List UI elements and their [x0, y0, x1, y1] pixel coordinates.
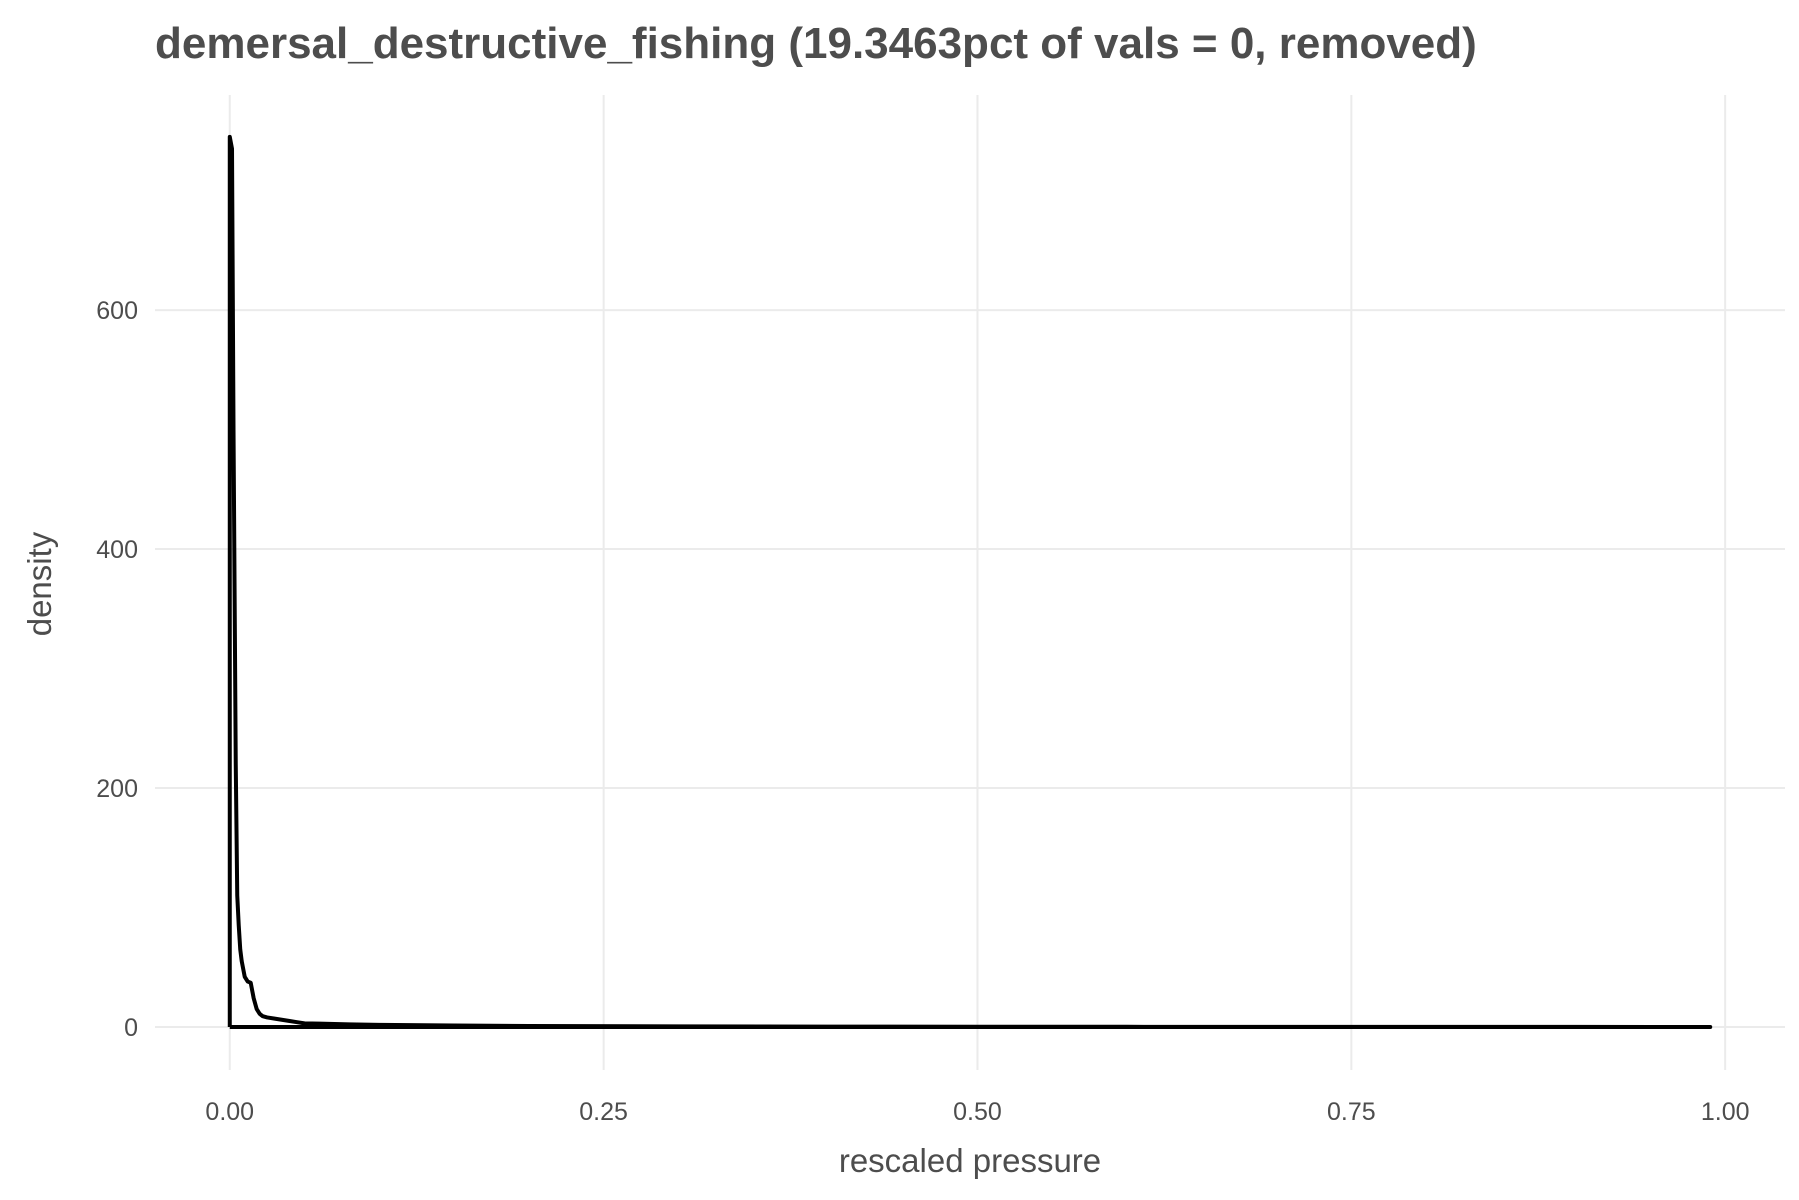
density-curve [227, 134, 1713, 1029]
x-tick-label: 0.25 [579, 1098, 628, 1126]
y-axis-ticks: 0 200 400 600 [96, 297, 138, 1042]
y-tick-label: 200 [96, 775, 138, 803]
x-axis-title: rescaled pressure [839, 1142, 1101, 1179]
y-tick-label: 0 [124, 1014, 138, 1042]
x-axis-ticks: 0.00 0.25 0.50 0.75 1.00 [205, 1098, 1749, 1126]
chart-title: demersal_destructive_fishing (19.3463pct… [155, 19, 1477, 68]
y-tick-label: 400 [96, 536, 138, 564]
x-tick-label: 0.75 [1327, 1098, 1376, 1126]
x-tick-label: 1.00 [1701, 1098, 1750, 1126]
y-axis-title: density [21, 531, 58, 636]
y-tick-label: 600 [96, 297, 138, 325]
x-tick-label: 0.50 [953, 1098, 1002, 1126]
grid-lines [155, 95, 1785, 1070]
x-tick-label: 0.00 [205, 1098, 254, 1126]
